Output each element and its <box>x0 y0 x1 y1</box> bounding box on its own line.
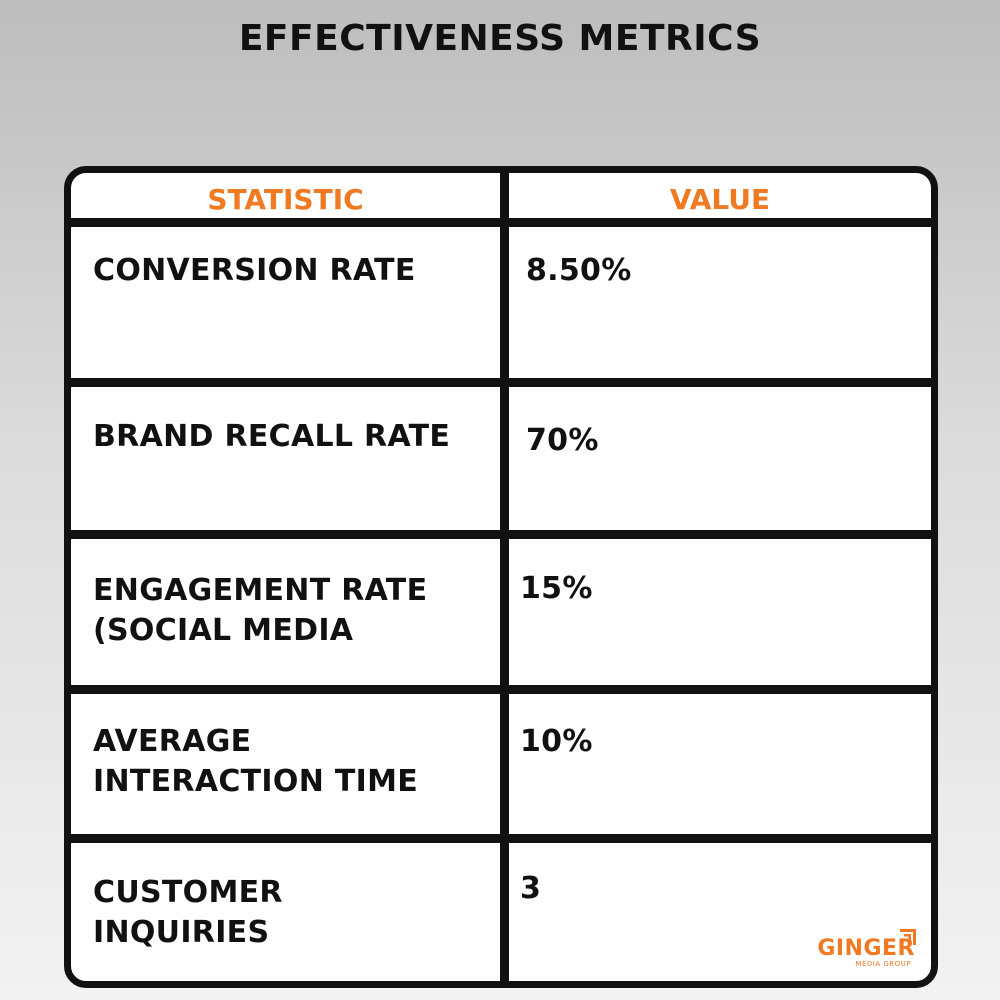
column-header-value: VALUE <box>669 183 771 216</box>
row-divider <box>71 530 931 539</box>
statistic-cell: CUSTOMER INQUIRIES <box>93 875 283 950</box>
page-title: EFFECTIVENESS METRICS <box>238 18 762 59</box>
logo-tagline: MEDIA GROUP <box>855 960 911 968</box>
row-divider <box>71 378 931 387</box>
value-cell: 8.50% <box>526 253 632 288</box>
value-cell: 10% <box>520 724 593 759</box>
brand-logo: GINGER MEDIA GROUP <box>817 929 916 969</box>
value-cell: 15% <box>520 571 593 606</box>
row-divider <box>71 685 931 694</box>
value-cell: 3 <box>520 871 542 906</box>
logo-name: GINGER <box>817 936 915 961</box>
metrics-table: STATISTIC VALUE CONVERSION RATE 8.50% BR… <box>64 166 938 988</box>
statistic-cell: CONVERSION RATE <box>93 253 416 288</box>
statistic-cell: ENGAGEMENT RATE (SOCIAL MEDIA <box>93 573 428 648</box>
column-header-statistic: STATISTIC <box>207 183 364 216</box>
row-divider <box>71 834 931 843</box>
header-divider <box>71 218 931 227</box>
statistic-cell: AVERAGE INTERACTION TIME <box>93 724 419 799</box>
statistic-cell: BRAND RECALL RATE <box>93 419 451 454</box>
column-divider <box>500 173 509 981</box>
logo-mark-icon <box>900 929 916 945</box>
value-cell: 70% <box>526 423 599 458</box>
